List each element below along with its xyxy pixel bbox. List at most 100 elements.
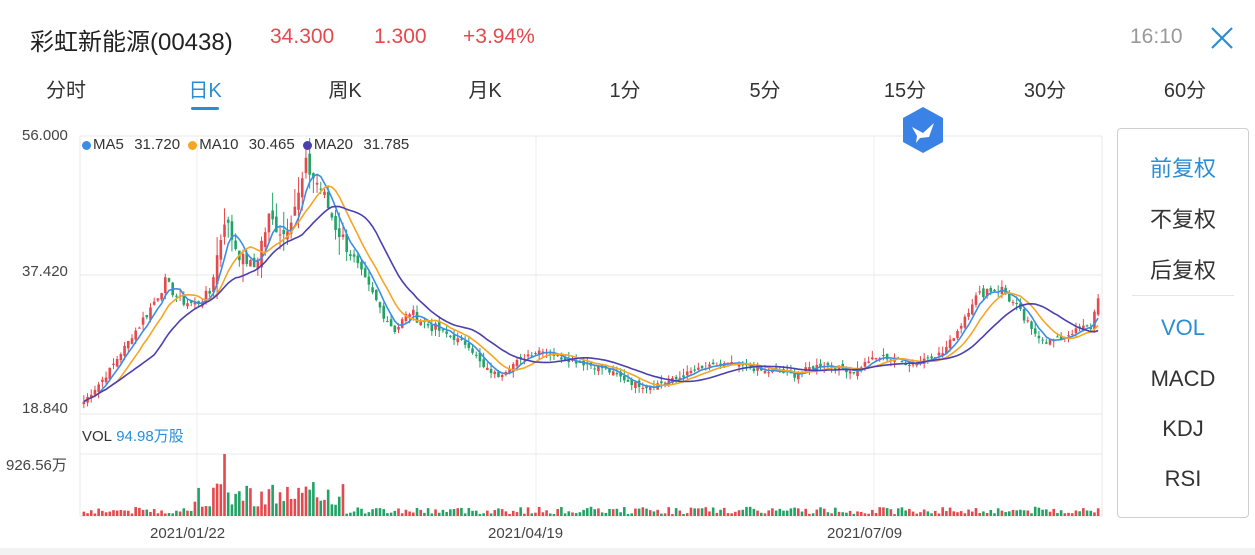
volume-bar [152, 509, 156, 516]
volume-bar [534, 512, 537, 516]
volume-bar [689, 507, 693, 516]
candle-body [337, 228, 341, 238]
volume-bar [867, 513, 870, 516]
candle-body [1022, 309, 1026, 321]
tab-15min[interactable]: 15分 [883, 80, 927, 102]
indicator-rsi[interactable]: RSI [1164, 466, 1202, 491]
option-forward-adjusted[interactable]: 前复权 [1149, 156, 1216, 181]
volume-bar [852, 513, 856, 516]
candle-body [208, 290, 212, 294]
volume-bar [241, 500, 245, 516]
volume-bar [352, 511, 356, 516]
candle-body [1059, 335, 1063, 340]
candle-body [511, 363, 515, 372]
candle-body [293, 206, 297, 216]
indicator-panel: 前复权 不复权 后复权 VOL MACD KDJ RSI [1117, 128, 1249, 518]
volume-bar [719, 509, 722, 516]
volume-bar [819, 507, 822, 516]
candle-body [471, 348, 474, 353]
volume-bar [593, 509, 596, 516]
volume-bar [722, 507, 726, 516]
volume-bar [1059, 510, 1063, 516]
candle-body [352, 254, 356, 257]
ma5-legend: MA5 31.720 [82, 136, 182, 153]
candle-body [871, 357, 874, 360]
tab-1min[interactable]: 1分 [609, 80, 641, 102]
candle-body [930, 356, 933, 359]
volume-bar [889, 509, 893, 516]
ma5-value: 31.720 [134, 136, 181, 153]
volume-bar [956, 512, 959, 516]
volume-bar [434, 509, 437, 516]
volume-bar [804, 508, 808, 516]
candle-body [419, 321, 423, 326]
ma10-dot-icon [188, 140, 198, 150]
volume-bar [471, 510, 474, 516]
candle-body [278, 234, 282, 236]
volume-bar [515, 512, 519, 516]
candle-body [967, 312, 970, 317]
volume-bar [941, 507, 944, 516]
volume-bar [363, 513, 367, 516]
tab-weekly-k[interactable]: 周K [328, 80, 362, 102]
volume-bar [456, 508, 460, 516]
volume-bar [349, 512, 352, 516]
candle-body [486, 367, 489, 370]
candle-body [256, 259, 260, 270]
close-icon[interactable] [1208, 24, 1236, 52]
option-backward-adjusted[interactable]: 后复权 [1149, 258, 1216, 283]
ma20-value: 31.785 [363, 136, 410, 153]
volume-bar [896, 508, 900, 516]
tab-5min[interactable]: 5分 [749, 80, 781, 102]
candle-body [167, 278, 171, 282]
candle-body [630, 379, 634, 386]
candle-body [330, 213, 334, 218]
volume-bar [167, 513, 171, 516]
volume-bar [337, 496, 341, 516]
candle-body [560, 357, 563, 360]
volume-bar [715, 512, 719, 516]
candle-body [445, 331, 448, 334]
indicator-macd[interactable]: MACD [1150, 366, 1216, 391]
volume-bar [637, 508, 641, 516]
ma10-label: MA10 [199, 136, 239, 153]
volume-bar [589, 506, 593, 516]
volume-bar [323, 499, 326, 516]
candle-body [115, 359, 119, 367]
volume-bar [848, 510, 852, 516]
candle-body [900, 360, 904, 362]
candle-body [1067, 335, 1070, 337]
candle-body [978, 291, 981, 293]
x-axis-label-1: 2021/01/22 [150, 525, 226, 542]
candle-body [145, 315, 149, 318]
option-unadjusted[interactable]: 不复权 [1149, 207, 1216, 232]
volume-bar [278, 492, 282, 516]
tab-60min[interactable]: 60分 [1163, 80, 1207, 102]
volume-bar [282, 501, 286, 516]
candle-body [882, 354, 885, 356]
indicator-kdj[interactable]: KDJ [1162, 416, 1204, 441]
candle-body [297, 192, 300, 210]
candle-body [945, 347, 948, 354]
candle-body [308, 153, 311, 175]
indicator-vol[interactable]: VOL [1160, 315, 1206, 340]
tab-30min[interactable]: 30分 [1023, 80, 1067, 102]
candle-body [126, 340, 130, 349]
candle-body [752, 368, 756, 372]
tab-minute[interactable]: 分时 [46, 80, 86, 102]
volume-bar [726, 513, 730, 516]
volume-bar [108, 511, 112, 516]
kline-chart[interactable] [0, 126, 1110, 555]
volume-bar [756, 510, 759, 516]
candle-body [626, 379, 630, 382]
tab-monthly-k[interactable]: 月K [468, 80, 502, 102]
volume-bar [300, 492, 304, 516]
candle-body [1070, 334, 1074, 336]
candle-body [837, 365, 841, 370]
volume-bar [249, 488, 252, 516]
volume-bar [667, 507, 671, 516]
volume-bar [600, 512, 604, 516]
volume-bar [797, 508, 800, 516]
candle-body [993, 289, 996, 291]
tab-daily-k[interactable]: 日K [188, 80, 222, 102]
